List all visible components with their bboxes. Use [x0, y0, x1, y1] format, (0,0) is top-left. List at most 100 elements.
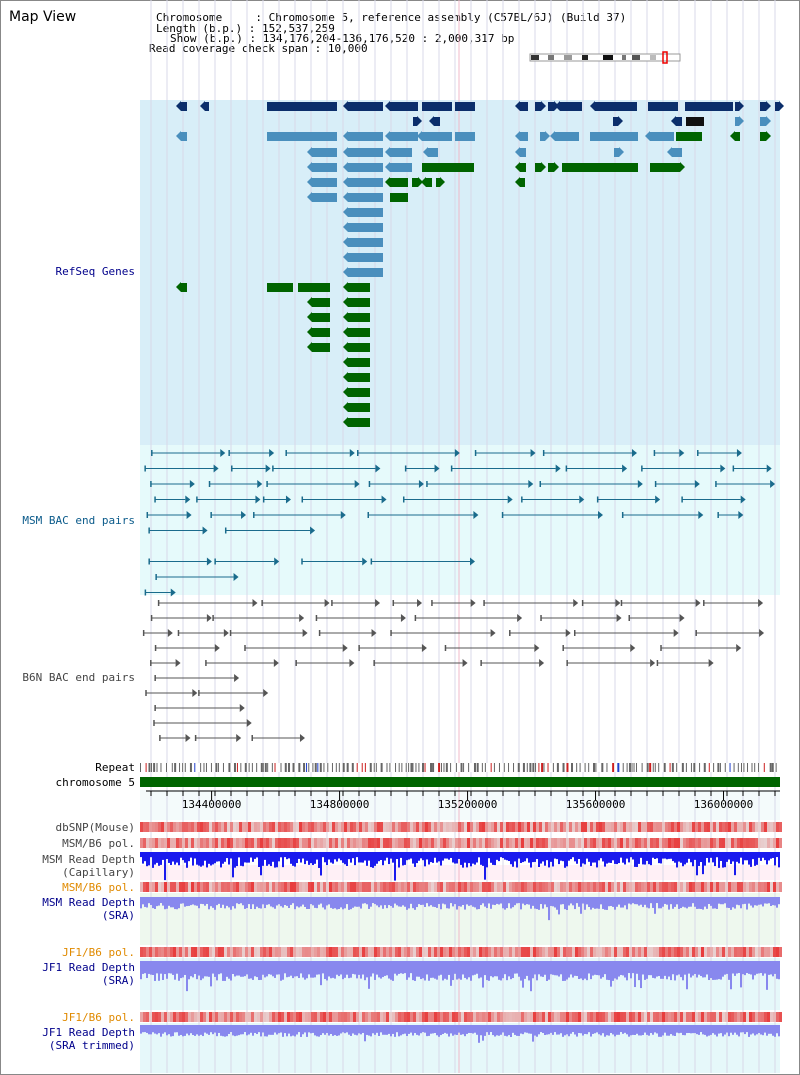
jf1-trim-depth-bar	[412, 1025, 414, 1036]
dbsnp-heat-cell	[221, 822, 224, 832]
jf1-trim-depth-bar	[462, 1025, 464, 1035]
msm-b6-pol-heat-cell	[224, 838, 227, 848]
jf1-sra-depth-bar	[474, 961, 476, 975]
jf1-sra-depth-bar	[320, 961, 322, 986]
chromosome-label: chromosome 5	[55, 776, 135, 789]
msm-b6-pol-heat-cell	[752, 882, 755, 892]
jf1-b6-pol-heat-cell	[293, 1012, 296, 1022]
msm-sra-depth-bar	[248, 897, 250, 905]
jf1-b6-pol-heat-cell	[440, 1012, 443, 1022]
jf1-b6-pol-heat-cell	[140, 1012, 143, 1022]
repeat-element	[754, 763, 756, 772]
msm-b6-pol-heat-cell	[152, 838, 155, 848]
msm-b6-pol-heat-cell	[146, 882, 149, 892]
dbsnp-heat-cell	[539, 822, 542, 832]
jf1-sra-depth-bar	[756, 961, 758, 974]
msm-capillary-depth-bar	[292, 852, 294, 866]
jf1-b6-pol-heat-cell	[266, 947, 269, 957]
msm-sra-depth-bar	[366, 897, 368, 905]
jf1-sra-depth-bar	[604, 961, 606, 975]
jf1-trim-depth-bar	[684, 1025, 686, 1036]
refseq-gene	[613, 117, 618, 126]
jf1-b6-pol-heat-cell	[395, 1012, 398, 1022]
jf1-trim-depth-bar	[162, 1025, 164, 1034]
msm-b6-pol-heat-cell	[566, 882, 569, 892]
jf1-trim-depth-bar	[596, 1025, 598, 1033]
jf1-b6-pol-heat-cell	[746, 947, 749, 957]
msm-capillary-depth-bar	[704, 852, 706, 866]
dbsnp-heat-cell	[404, 822, 407, 832]
jf1-trim-depth-bar	[632, 1025, 634, 1035]
refseq-gene	[760, 117, 766, 126]
jf1-sra-depth-bar	[266, 961, 268, 977]
repeat-element	[769, 763, 772, 772]
b6n-bac-pair-end	[565, 629, 571, 637]
jf1-b6-pol-heat-cell	[371, 947, 374, 957]
msm-sra-depth-bar	[648, 897, 650, 909]
msm-capillary-depth-bar	[214, 852, 216, 864]
jf1-trim-depth-bar	[340, 1025, 342, 1034]
jf1-b6-pol-heat-cell	[533, 1012, 536, 1022]
msm-b6-pol-heat-cell	[770, 882, 773, 892]
refseq-gene-arrow	[554, 162, 559, 172]
jf1-b6-pol-heat-cell	[338, 947, 341, 957]
jf1-sra-depth-bar	[434, 961, 436, 979]
msm-bac-pair-end	[720, 464, 726, 473]
jf1-b6-pol-heat-cell	[182, 947, 185, 957]
msm-sra-depth-bar	[326, 897, 328, 906]
dbsnp-heat-cell	[452, 822, 455, 832]
jf1-trim-depth-bar	[328, 1025, 330, 1036]
dbsnp-heat-cell	[731, 822, 734, 832]
msm-b6-pol-heat-cell	[428, 882, 431, 892]
dbsnp-heat-cell	[335, 822, 338, 832]
jf1-trim-depth-bar	[248, 1025, 250, 1035]
dbsnp-heat-cell	[440, 822, 443, 832]
refseq-gene	[735, 132, 740, 141]
jf1-sra-depth-bar	[182, 961, 184, 978]
msm-bac-pair-end	[189, 480, 195, 488]
msm-b6-pol-heat-cell	[629, 838, 632, 848]
msm-b6-pol-heat-cell	[578, 882, 581, 892]
jf1-trim-depth-bar	[726, 1025, 728, 1033]
msm-sra-depth-bar	[212, 897, 214, 908]
msm-capillary-depth-bar	[476, 852, 478, 863]
dbsnp-heat-cell	[200, 822, 203, 832]
msm-b6-pol-heat-cell	[587, 838, 590, 848]
jf1-sra-depth-bar	[446, 961, 448, 980]
dbsnp-heat-cell	[338, 822, 341, 832]
msm-sra-depth-bar	[302, 897, 304, 905]
msm-b6-pol-heat-cell	[500, 882, 503, 892]
repeat-element	[681, 763, 684, 772]
dbsnp-heat-cell	[359, 822, 362, 832]
dbsnp-heat-cell	[230, 822, 233, 832]
msm-sra-depth-bar	[404, 897, 406, 907]
dbsnp-heat-cell	[689, 822, 692, 832]
jf1-trim-depth-bar	[442, 1025, 444, 1034]
refseq-gene-arrow	[515, 177, 520, 187]
jf1-sra-depth-bar	[284, 961, 286, 974]
b6n-bac-pair-end	[417, 599, 423, 607]
msm-capillary-depth-bar	[596, 852, 598, 868]
jf1-trim-depth-bar	[744, 1025, 746, 1035]
msm-sra-depth-bar	[286, 897, 288, 906]
repeat-element	[369, 763, 372, 772]
jf1-b6-pol-heat-cell	[242, 1012, 245, 1022]
jf1-trim-depth-bar	[428, 1025, 430, 1036]
msm-sra-depth-bar	[312, 897, 314, 906]
msm-capillary-depth-bar	[210, 852, 212, 866]
jf1-b6-pol-heat-cell	[152, 1012, 155, 1022]
dbsnp-heat-cell	[431, 822, 434, 832]
msm-sra-depth-bar	[372, 897, 374, 904]
jf1-b6-pol-heat-cell	[518, 1012, 521, 1022]
msm-capillary-depth-bar	[678, 852, 680, 862]
dbsnp-heat-cell	[419, 822, 422, 832]
repeat-element	[319, 763, 322, 772]
msm-capillary-depth-bar	[774, 852, 776, 866]
jf1-sra-depth-bar	[400, 961, 402, 974]
msm-sra-depth-bar	[160, 897, 162, 904]
jf1-b6-pol-heat-cell	[587, 947, 590, 957]
dbsnp-heat-cell	[392, 822, 395, 832]
jf1-trim-depth-bar	[504, 1025, 506, 1036]
jf1-trim-depth-bar	[476, 1025, 478, 1035]
